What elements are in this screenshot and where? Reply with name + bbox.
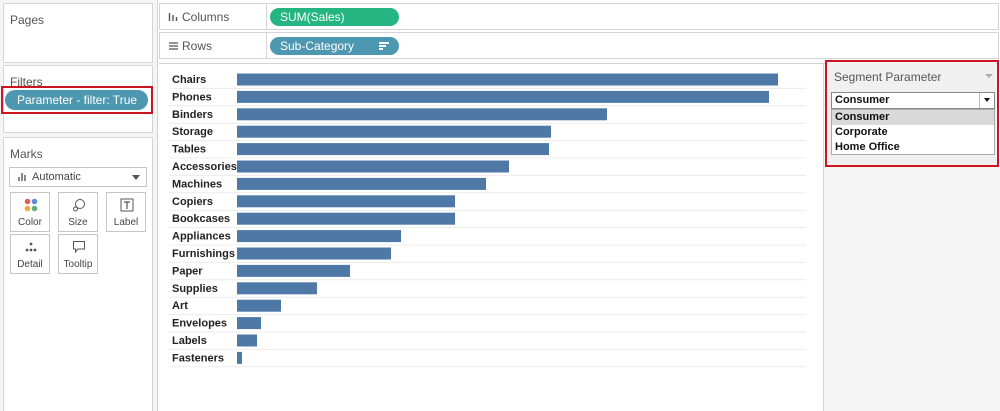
marks-detail-label: Detail bbox=[17, 259, 43, 270]
size-icon bbox=[73, 199, 85, 212]
bar-chairs[interactable] bbox=[237, 73, 778, 86]
category-label-bookcases[interactable]: Bookcases bbox=[172, 213, 230, 225]
tooltip-bubble-icon bbox=[73, 241, 85, 254]
mark-type-value: Automatic bbox=[32, 171, 81, 183]
columns-shelf-label: Columns bbox=[162, 4, 267, 29]
parameter-title: Segment Parameter bbox=[834, 70, 942, 84]
marks-title: Marks bbox=[10, 147, 43, 161]
category-label-supplies[interactable]: Supplies bbox=[172, 283, 218, 295]
rows-label: Rows bbox=[182, 39, 213, 53]
marks-color-label: Color bbox=[18, 217, 42, 228]
rows-icon bbox=[168, 40, 179, 54]
category-label-copiers[interactable]: Copiers bbox=[172, 196, 213, 208]
parameter-highlight-box bbox=[825, 60, 999, 167]
marks-label-button[interactable]: Label bbox=[106, 192, 146, 232]
columns-label: Columns bbox=[182, 10, 230, 24]
parameter-selected-value: Consumer bbox=[835, 94, 890, 106]
chevron-down-icon[interactable] bbox=[979, 93, 994, 108]
chart-area: Chairs Phones Binders Storage Tables Accessor… bbox=[159, 63, 823, 411]
category-label-art[interactable]: Art bbox=[172, 300, 188, 312]
bar-furnishings[interactable] bbox=[237, 247, 391, 260]
bar-tables[interactable] bbox=[237, 143, 549, 156]
parameter-option-home-office[interactable]: Home Office bbox=[835, 141, 900, 153]
parameter-dropdown[interactable]: Consumer bbox=[831, 92, 995, 109]
filter-pill[interactable]: Parameter - filter: True bbox=[5, 90, 148, 110]
bar-appliances[interactable] bbox=[237, 230, 401, 243]
category-label-fasteners[interactable]: Fasteners bbox=[172, 352, 224, 364]
bar-machines[interactable] bbox=[237, 177, 486, 190]
category-label-binders[interactable]: Binders bbox=[172, 109, 213, 121]
bar-bookcases[interactable] bbox=[237, 212, 455, 225]
marks-label-label: Label bbox=[113, 217, 139, 228]
bar-chart-icon bbox=[18, 173, 27, 181]
category-label-tables[interactable]: Tables bbox=[172, 144, 206, 156]
bar-binders[interactable] bbox=[237, 108, 607, 121]
detail-dots-icon bbox=[25, 242, 37, 252]
sum-sales-pill[interactable]: SUM(Sales) bbox=[270, 8, 399, 26]
category-label-phones[interactable]: Phones bbox=[172, 91, 212, 103]
chevron-down-icon bbox=[132, 175, 140, 180]
sub-category-pill[interactable]: Sub-Category bbox=[270, 37, 399, 55]
rows-shelf-label: Rows bbox=[162, 33, 267, 58]
columns-shelf-box[interactable]: Columns SUM(Sales) bbox=[159, 3, 999, 30]
bar-copiers[interactable] bbox=[237, 195, 455, 208]
color-dots-icon bbox=[24, 198, 38, 212]
marks-detail-button[interactable]: Detail bbox=[10, 234, 50, 274]
bar-fasteners[interactable] bbox=[237, 351, 242, 364]
marks-size-label: Size bbox=[68, 217, 88, 228]
columns-icon bbox=[168, 11, 178, 25]
rows-shelf: Rows Sub-Category bbox=[158, 31, 1000, 60]
category-label-furnishings[interactable]: Furnishings bbox=[172, 248, 235, 260]
bar-labels[interactable] bbox=[237, 334, 257, 347]
category-label-storage[interactable]: Storage bbox=[172, 126, 213, 138]
pages-card[interactable]: Pages bbox=[3, 3, 153, 63]
pages-title: Pages bbox=[10, 13, 45, 27]
bar-chart: Chairs Phones Binders Storage Tables Accessor… bbox=[169, 73, 806, 368]
category-label-labels[interactable]: Labels bbox=[172, 335, 207, 347]
filter-highlight-box bbox=[1, 86, 153, 114]
filters-title: Filters bbox=[10, 75, 43, 89]
bar-phones[interactable] bbox=[237, 90, 769, 103]
marks-tooltip-button[interactable]: Tooltip bbox=[58, 234, 98, 274]
mark-type-select[interactable]: Automatic bbox=[9, 167, 147, 187]
rows-shelf-box[interactable]: Rows Sub-Category bbox=[159, 32, 999, 59]
label-T-icon bbox=[120, 198, 134, 212]
bar-art[interactable] bbox=[237, 299, 281, 312]
category-label-chairs[interactable]: Chairs bbox=[172, 74, 206, 86]
bar-accessories[interactable] bbox=[237, 160, 509, 173]
bar-storage[interactable] bbox=[237, 125, 551, 138]
parameter-option-consumer[interactable]: Consumer bbox=[832, 110, 994, 125]
category-label-accessories[interactable]: Accessories bbox=[172, 161, 237, 173]
bar-supplies[interactable] bbox=[237, 282, 317, 295]
sort-descending-icon[interactable] bbox=[379, 42, 389, 50]
parameter-options-list: Consumer Corporate Home Office bbox=[831, 109, 995, 155]
bar-envelopes[interactable] bbox=[237, 317, 261, 330]
bar-paper[interactable] bbox=[237, 264, 350, 277]
category-label-paper[interactable]: Paper bbox=[172, 265, 203, 277]
marks-color-button[interactable]: Color bbox=[10, 192, 50, 232]
category-label-appliances[interactable]: Appliances bbox=[172, 231, 231, 243]
category-label-envelopes[interactable]: Envelopes bbox=[172, 318, 227, 330]
sub-category-pill-label: Sub-Category bbox=[280, 39, 355, 53]
columns-shelf: Columns SUM(Sales) bbox=[158, 2, 1000, 31]
parameter-menu-caret-icon[interactable] bbox=[985, 74, 993, 78]
marks-size-button[interactable]: Size bbox=[58, 192, 98, 232]
category-label-machines[interactable]: Machines bbox=[172, 178, 222, 190]
marks-tooltip-label: Tooltip bbox=[63, 259, 93, 270]
parameter-option-corporate[interactable]: Corporate bbox=[835, 126, 888, 138]
